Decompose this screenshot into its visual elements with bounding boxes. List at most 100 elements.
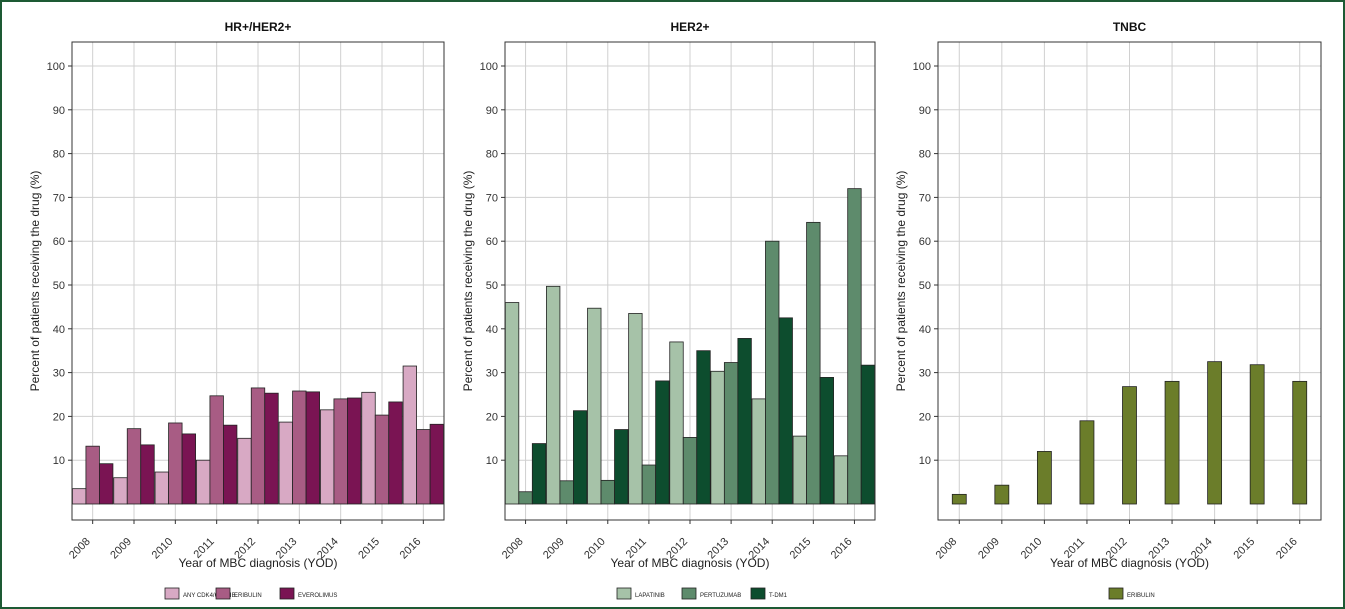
x-tick-label: 2009: [976, 536, 1002, 562]
bar: [778, 317, 793, 505]
bar: [154, 471, 169, 505]
y-tick-label: 80: [919, 149, 931, 161]
x-axis-label: Year of MBC diagnosis (YOD): [611, 556, 770, 570]
bar: [559, 480, 574, 505]
y-tick-label: 70: [53, 192, 65, 204]
x-tick-label: 2015: [1231, 536, 1257, 562]
bar: [614, 429, 629, 505]
bar: [600, 479, 615, 505]
bar: [723, 362, 739, 505]
y-tick-label: 90: [53, 105, 65, 117]
x-tick-label: 2016: [829, 536, 855, 562]
x-tick-label: 2010: [582, 536, 608, 562]
y-tick-label: 40: [53, 324, 65, 336]
y-tick-label: 90: [919, 105, 931, 117]
bar: [860, 364, 876, 505]
bar: [181, 433, 196, 505]
bar: [682, 437, 698, 505]
bar: [628, 313, 643, 505]
bar: [264, 392, 279, 505]
bar: [347, 397, 362, 505]
y-tick-label: 10: [486, 455, 498, 467]
y-tick-label: 60: [486, 236, 498, 248]
legend-label: ANY CDK4/6 INHIB.: [183, 593, 238, 599]
bar: [792, 435, 807, 505]
bar: [518, 491, 533, 505]
y-tick-label: 70: [919, 192, 931, 204]
y-tick-label: 90: [486, 105, 498, 117]
y-axis-label: Percent of patients receiving the drug (…: [894, 171, 908, 392]
y-tick-label: 50: [53, 280, 65, 292]
y-tick-label: 20: [486, 411, 498, 423]
y-tick-label: 10: [919, 455, 931, 467]
legend-swatch: [616, 587, 632, 600]
x-tick-label: 2015: [788, 536, 814, 562]
y-tick-label: 100: [47, 61, 65, 73]
bar: [402, 365, 417, 505]
plot-border: [71, 41, 445, 521]
y-tick-label: 100: [480, 61, 498, 73]
bar: [751, 398, 766, 505]
bar: [765, 240, 780, 505]
bar: [223, 424, 238, 505]
bar: [168, 422, 183, 505]
y-tick-label: 30: [53, 368, 65, 380]
x-tick-label: 2010: [1019, 536, 1045, 562]
legend-swatch: [215, 587, 231, 600]
chart-title: HER2+: [670, 20, 709, 34]
plot-border: [937, 41, 1322, 521]
bar: [587, 307, 602, 505]
x-axis-label: Year of MBC diagnosis (YOD): [1050, 556, 1209, 570]
y-tick-label: 100: [913, 61, 931, 73]
bar: [305, 391, 320, 505]
x-tick-label: 2008: [500, 536, 526, 562]
bar: [696, 350, 711, 505]
bar: [951, 493, 967, 505]
bar: [388, 401, 403, 505]
bar: [1164, 380, 1180, 505]
legend-label: EVEROLIMUS: [298, 593, 337, 599]
bar: [1122, 386, 1137, 505]
bar: [85, 445, 100, 505]
bar: [1036, 451, 1052, 505]
bar: [250, 387, 266, 505]
bar: [429, 423, 444, 505]
y-tick-label: 20: [53, 411, 65, 423]
legend-swatch: [279, 587, 295, 600]
chart-title: TNBC: [1113, 20, 1147, 34]
bar: [292, 390, 307, 505]
y-tick-label: 70: [486, 192, 498, 204]
legend-swatch: [750, 587, 766, 600]
x-tick-label: 2015: [356, 536, 382, 562]
bar: [333, 398, 348, 505]
y-axis-label: Percent of patients receiving the drug (…: [461, 171, 475, 392]
y-tick-label: 40: [919, 324, 931, 336]
legend-swatch: [681, 587, 697, 600]
legend-label: ERIBULIN: [234, 593, 262, 599]
bar: [833, 455, 849, 505]
x-tick-label: 2009: [541, 536, 567, 562]
bar: [1207, 361, 1223, 505]
legend-swatch: [1108, 587, 1124, 600]
y-tick-label: 50: [486, 280, 498, 292]
bar: [655, 380, 670, 505]
bar: [237, 437, 252, 505]
y-tick-label: 40: [486, 324, 498, 336]
bar: [113, 477, 128, 505]
bar: [847, 188, 862, 505]
bar: [710, 370, 725, 505]
y-axis-label: Percent of patients receiving the drug (…: [28, 171, 42, 392]
bar: [819, 377, 834, 505]
bar: [196, 459, 211, 505]
y-tick-label: 30: [919, 368, 931, 380]
x-axis-label: Year of MBC diagnosis (YOD): [179, 556, 338, 570]
bar: [1292, 380, 1308, 505]
y-tick-label: 60: [53, 236, 65, 248]
x-tick-label: 2008: [67, 536, 93, 562]
bar: [504, 302, 520, 505]
bar: [126, 428, 142, 505]
bar: [99, 463, 114, 505]
x-tick-label: 2010: [150, 536, 176, 562]
